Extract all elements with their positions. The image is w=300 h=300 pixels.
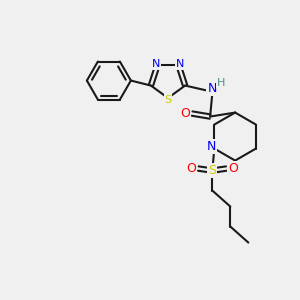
Text: S: S xyxy=(208,164,216,177)
Text: O: O xyxy=(180,107,190,120)
Text: S: S xyxy=(164,95,172,105)
Text: O: O xyxy=(186,162,196,175)
Text: H: H xyxy=(217,78,225,88)
Text: O: O xyxy=(228,162,238,175)
Text: N: N xyxy=(152,59,160,69)
Text: N: N xyxy=(207,82,217,95)
Text: N: N xyxy=(207,140,216,153)
Text: N: N xyxy=(176,59,184,69)
